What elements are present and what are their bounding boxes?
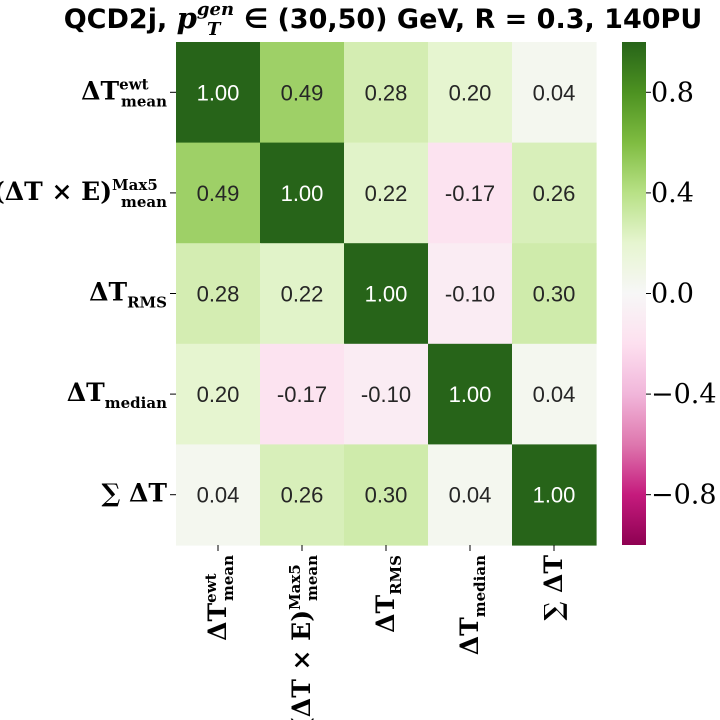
cell-value-label: 0.04 bbox=[449, 483, 492, 508]
cell-value-label: 0.30 bbox=[365, 483, 408, 508]
colorbar: 0.8 0.4 0.0 −0.4 −0.8 bbox=[622, 42, 717, 545]
cell-value-label: 0.30 bbox=[533, 282, 576, 307]
x-tick-label: ΔTRMS bbox=[371, 555, 405, 633]
x-tick-label: ΔTmedian bbox=[455, 555, 489, 655]
heatmap-cell bbox=[512, 42, 597, 144]
heatmap-cell bbox=[176, 243, 261, 345]
cell-value-label: 0.49 bbox=[197, 181, 240, 206]
x-tick-label: ΔTewtmean bbox=[202, 555, 237, 641]
cell-value-label: -0.17 bbox=[277, 382, 327, 407]
colorbar-tick-label: 0.4 bbox=[651, 178, 694, 209]
x-axis-labels: ΔTewtmean (ΔT × E)Max5mean ΔTRMS ΔTmedian ∑ … bbox=[202, 545, 568, 720]
cell-value-label: 1.00 bbox=[533, 483, 576, 508]
colorbar-tick-label: −0.4 bbox=[651, 379, 717, 410]
heatmap-cell bbox=[260, 42, 345, 144]
heatmap-cell bbox=[344, 444, 429, 546]
heatmap-cell bbox=[344, 343, 429, 445]
cell-value-label: 0.20 bbox=[449, 80, 492, 105]
heatmap-cell bbox=[260, 243, 345, 345]
heatmap-cell bbox=[428, 444, 513, 546]
cell-value-label: 0.04 bbox=[533, 80, 576, 105]
x-tick-label: ∑ ΔT bbox=[539, 555, 568, 621]
cell-value-label: 0.26 bbox=[533, 181, 576, 206]
heatmap-cell bbox=[260, 142, 345, 244]
heatmap-cell bbox=[260, 343, 345, 445]
heatmap-cell bbox=[176, 142, 261, 244]
heatmap-cell bbox=[428, 243, 513, 345]
heatmap-cell bbox=[512, 343, 597, 445]
cell-value-label: 0.28 bbox=[365, 80, 408, 105]
cell-value-label: -0.10 bbox=[361, 382, 411, 407]
y-tick-label: ΔTRMS bbox=[89, 278, 167, 312]
colorbar-tick-label: 0.8 bbox=[651, 77, 694, 108]
cell-value-label: 0.04 bbox=[533, 382, 576, 407]
heatmap-cell bbox=[344, 42, 429, 144]
chart-title: QCD2j, pgen T ∈ (30,50) GeV, R = 0.3, 140… bbox=[64, 0, 703, 40]
chart-title-text: QCD2j, pgen T ∈ (30,50) GeV, R = 0.3, 140… bbox=[64, 0, 703, 40]
cell-value-label: 0.26 bbox=[281, 483, 324, 508]
heatmap-cell bbox=[512, 243, 597, 345]
colorbar-bar bbox=[622, 42, 646, 545]
cell-value-label: 0.49 bbox=[281, 80, 324, 105]
y-tick-label: ΔTmedian bbox=[67, 378, 167, 412]
cell-value-label: 1.00 bbox=[449, 382, 492, 407]
heatmap-cell bbox=[176, 343, 261, 445]
heatmap-cell bbox=[260, 444, 345, 546]
cell-value-label: -0.10 bbox=[445, 282, 495, 307]
colorbar-tick-label: −0.8 bbox=[651, 480, 717, 511]
heatmap-cell bbox=[344, 142, 429, 244]
heatmap-cell bbox=[428, 343, 513, 445]
cell-value-label: 0.20 bbox=[197, 382, 240, 407]
heatmap-cell bbox=[428, 142, 513, 244]
y-axis-labels: ΔTewtmean (ΔT × E)Max5mean ΔTRMS ΔTmedian ∑ … bbox=[0, 75, 176, 508]
heatmap-cell bbox=[512, 444, 597, 546]
y-tick-label: ∑ ΔT bbox=[101, 479, 167, 508]
heatmap-cell bbox=[176, 444, 261, 546]
cell-value-label: 1.00 bbox=[281, 181, 324, 206]
cell-value-label: 1.00 bbox=[365, 282, 408, 307]
y-tick-label: ΔTewt mean bbox=[81, 75, 167, 110]
colorbar-tick-label: 0.0 bbox=[651, 279, 694, 310]
heatmap-cell bbox=[176, 42, 261, 144]
cell-value-label: -0.17 bbox=[445, 181, 495, 206]
cell-value-label: 0.04 bbox=[197, 483, 240, 508]
cell-value-label: 0.22 bbox=[365, 181, 408, 206]
cell-value-label: 0.22 bbox=[281, 282, 324, 307]
heatmap-cell bbox=[344, 243, 429, 345]
heatmap-cell bbox=[428, 42, 513, 144]
heatmap-cells: 1.00 0.49 0.28 0.20 0.04 0.49 1.00 0.22 -0.17 0.2… bbox=[176, 42, 597, 546]
y-tick-label: (ΔT × E)Max5mean bbox=[0, 176, 167, 211]
cell-value-label: 1.00 bbox=[197, 80, 240, 105]
cell-value-label: 0.28 bbox=[197, 282, 240, 307]
heatmap-cell bbox=[512, 142, 597, 244]
x-tick-label: (ΔT × E)Max5mean bbox=[286, 555, 321, 720]
